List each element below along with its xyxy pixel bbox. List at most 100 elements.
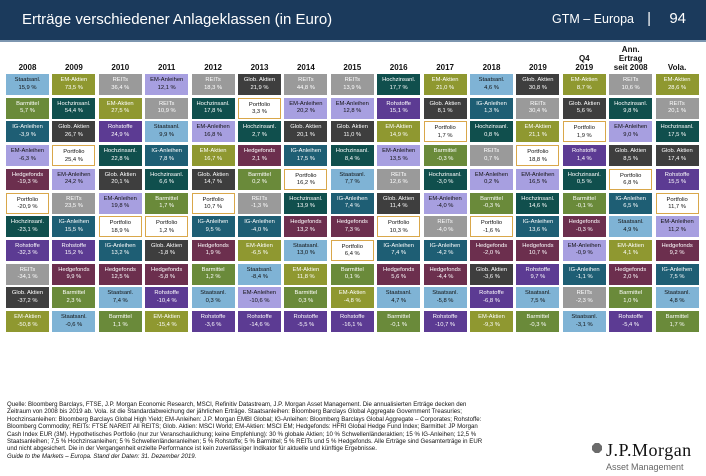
return-cell: IG-Anleihen 13,2 %	[98, 239, 142, 261]
return-value: 20,2 %	[296, 108, 315, 115]
return-value: 13,2 %	[111, 250, 130, 257]
return-cell: EM-Aktien 21,0 %	[423, 74, 467, 95]
return-cell: Portfolio 6,4 %	[330, 239, 374, 261]
return-cell: Rohstoffe -5,4 %	[609, 311, 653, 332]
return-cell: REITs -2,3 %	[562, 287, 606, 309]
return-cell: EM-Anleihen -10,6 %	[238, 287, 281, 309]
return-cell: IG-Anleihen 15,5 %	[52, 216, 96, 238]
asset-class-label: Portfolio	[16, 196, 39, 203]
return-value: 1,1 %	[112, 321, 128, 328]
return-cell: Hochzinsanl. 0,8 %	[470, 121, 513, 143]
return-cell: EM-Aktien 73,5 %	[52, 74, 96, 95]
return-cell: Glob. Aktien 20,1 %	[284, 121, 328, 143]
return-cell: Hedgefonds 7,3 %	[330, 216, 374, 238]
return-value: -32,3 %	[17, 250, 38, 257]
asset-class-label: IG-Anleihen	[104, 242, 136, 249]
return-value: 7,3 %	[344, 226, 360, 233]
return-value: -9,3 %	[483, 321, 500, 328]
return-value: 4,7 %	[391, 297, 407, 304]
return-value: 5,7 %	[20, 108, 35, 115]
return-value: 0,8 %	[484, 131, 499, 138]
return-cell: Rohstoffe 15,5 %	[655, 168, 699, 190]
return-cell: EM-Aktien -4,8 %	[330, 287, 374, 309]
asset-class-label: Hedgefonds	[243, 148, 276, 155]
return-value: 9,5 %	[205, 226, 221, 233]
asset-class-label: Glob. Aktien	[615, 148, 647, 155]
asset-class-label: REITs	[622, 77, 639, 83]
return-cell: REITs 20,1 %	[655, 97, 699, 119]
return-cell: IG-Anleihen 7,4 %	[330, 192, 374, 214]
return-cell: EM-Aktien 28,6 %	[655, 74, 699, 95]
asset-class-label: Staatsanl.	[153, 124, 180, 131]
return-value: -10,6 %	[249, 297, 270, 304]
asset-class-label: Barmittel	[526, 314, 550, 320]
return-value: 0,2 %	[484, 179, 499, 186]
return-value: -3,9 %	[19, 131, 36, 138]
return-value: -2,0 %	[483, 250, 500, 257]
column-header: 2017	[436, 63, 454, 72]
return-cell: Staatsanl. 4,9 %	[609, 216, 653, 238]
asset-class-label: Hedgefonds	[522, 242, 554, 249]
return-value: 30,8 %	[528, 84, 547, 91]
return-value: -1,1 %	[575, 274, 593, 281]
return-cell: Hedgefonds -2,0 %	[470, 239, 513, 261]
return-value: 7,8 %	[159, 155, 175, 162]
asset-class-label: Portfolio	[295, 172, 317, 179]
return-value: -4,0 %	[436, 203, 454, 209]
asset-class-label: EM-Anleihen	[57, 171, 91, 178]
asset-class-label: Staatsanl.	[385, 290, 412, 297]
return-cell: Barmittel 5,7 %	[6, 97, 49, 119]
footnote-line: Hochzinsanleihen: Bloomberg Barclays Glo…	[7, 415, 482, 423]
return-value: -1,8 %	[158, 250, 176, 257]
return-cell: Staatsanl. -0,6 %	[52, 311, 96, 332]
return-value: 21,9 %	[250, 84, 269, 91]
return-value: 12,5 %	[111, 274, 130, 281]
return-value: 2,3 %	[66, 297, 82, 304]
asset-class-label: IG-Anleihen	[615, 195, 646, 202]
return-cell: EM-Anleihen 16,5 %	[516, 168, 560, 190]
return-value: 9,2 %	[669, 250, 685, 257]
asset-class-label: Staatsanl.	[200, 290, 226, 297]
asset-class-label: Glob. Aktien	[11, 290, 44, 297]
return-value: 16,7 %	[204, 155, 223, 162]
return-cell: Hochzinsanl. 9,8 %	[609, 97, 653, 119]
return-cell: Barmittel -0,3 %	[516, 311, 560, 332]
asset-class-label: EM-Anleihen	[103, 195, 137, 202]
return-value: 8,4 %	[344, 155, 360, 162]
return-cell: Portfolio 1,7 %	[423, 121, 467, 143]
return-cell: IG-Anleihen 13,6 %	[516, 216, 560, 238]
return-value: 14,7 %	[204, 179, 223, 186]
return-cell: Barmittel 1,7 %	[655, 311, 699, 332]
asset-class-label: Barmittel	[572, 195, 596, 202]
return-cell: Barmittel 0,1 %	[330, 263, 374, 285]
return-value: 2,0 %	[623, 274, 639, 281]
return-cell: EM-Anleihen 0,2 %	[470, 168, 513, 190]
return-value: 13,9 %	[343, 84, 362, 91]
asset-class-label: Staatsanl.	[61, 314, 87, 320]
return-value: 44,8 %	[296, 84, 315, 91]
asset-class-label: EM-Aktien	[106, 100, 134, 107]
return-cell: REITs 0,7 %	[470, 145, 513, 167]
return-value: 13,5 %	[389, 155, 408, 162]
return-value: -0,3 %	[483, 203, 500, 209]
return-value: -8,4 %	[251, 274, 268, 281]
asset-class-label: Barmittel	[340, 266, 364, 273]
asset-class-label: EM-Aktien	[663, 77, 691, 83]
return-value: -0,1 %	[575, 203, 593, 209]
return-cell: Barmittel 1,7 %	[145, 192, 189, 214]
return-cell: EM-Aktien -9,3 %	[470, 311, 513, 332]
return-value: 10,3 %	[389, 227, 408, 234]
asset-class-label: Glob. Aktien	[104, 171, 136, 178]
return-cell: REITs -34,1 %	[6, 263, 49, 285]
return-cell: Hedgefonds 10,7 %	[516, 239, 560, 261]
return-cell: Hedgefonds 2,1 %	[238, 145, 281, 167]
return-cell: Glob. Aktien -1,8 %	[145, 239, 189, 261]
return-cell: Glob. Aktien 20,1 %	[98, 168, 142, 190]
return-value: 7,7 %	[344, 179, 360, 186]
column-header: Vola.	[667, 63, 687, 72]
return-value: -19,3 %	[17, 179, 38, 186]
return-cell: Hedgefonds 9,2 %	[655, 239, 699, 261]
return-cell: EM-Anleihen 13,5 %	[377, 145, 421, 167]
return-cell: Glob. Aktien 5,6 %	[562, 97, 606, 119]
asset-class-label: Rohstoffe	[339, 314, 365, 320]
